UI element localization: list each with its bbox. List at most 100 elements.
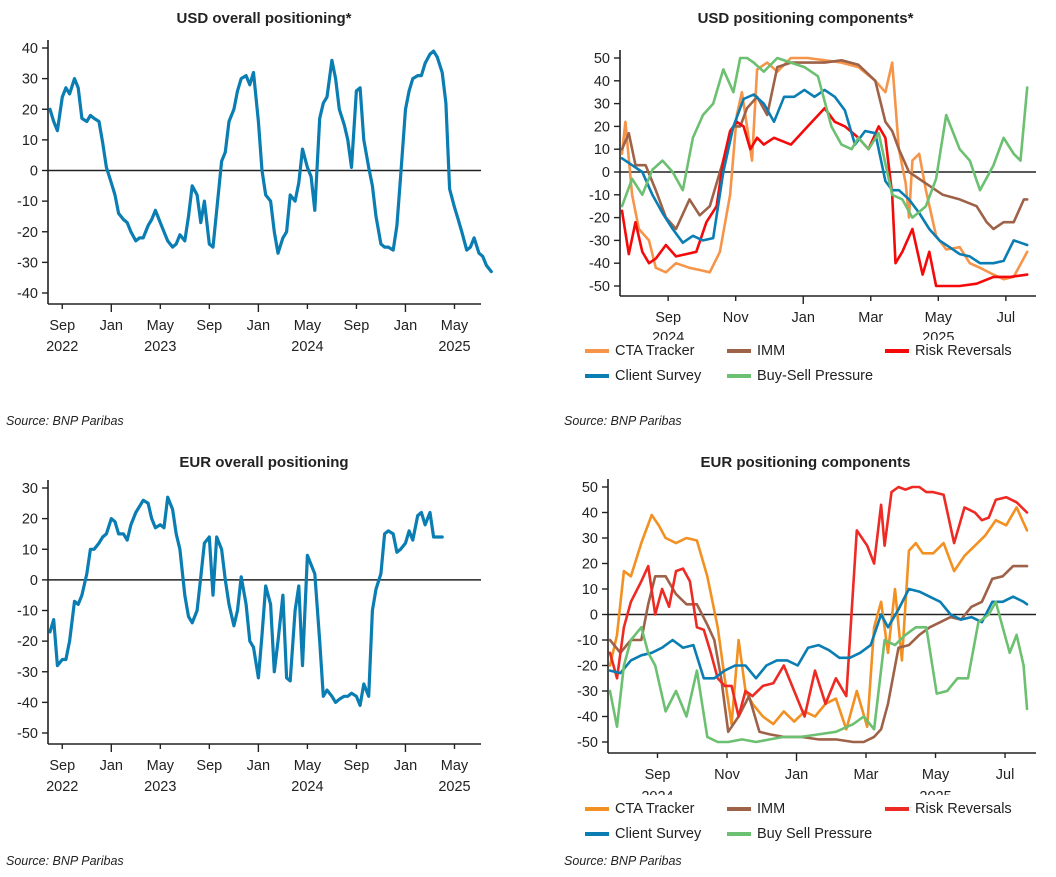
series-group [620,56,1029,288]
chart-eur-overall: -50 -40 -30 -20 -10 0 10 20 30 Sep 2022 Jan May 2023 S… [17,480,481,795]
y-tick-label: -20 [17,634,38,650]
x-tick-label: May [925,310,953,326]
x-tick-label: Sep [49,758,75,774]
series-group [608,485,1029,744]
y-tick-label: -10 [577,633,598,649]
legend-swatch [585,832,609,836]
x-tick-label: Nov [714,767,741,783]
chart-title: EUR positioning components [700,454,911,471]
x-tick-label: Jan [785,767,808,783]
x-year-label: 2024 [641,789,673,795]
x-tick-label: May [441,318,469,334]
x-tick-label: Jan [247,318,270,334]
y-tick-label: -50 [589,279,610,295]
x-tick-label: May [294,758,322,774]
legend-label: IMM [757,343,786,359]
x-tick-label: Sep [344,318,370,334]
x-tick-label: Sep [655,310,681,326]
y-tick-label: -50 [17,726,38,742]
y-tick-label: 0 [30,573,38,589]
x-year-label: 2023 [144,339,176,355]
series-line-risk-reversals [620,106,1029,288]
legend-label: IMM [757,801,786,817]
y-tick-label: 30 [22,72,38,88]
x-year-label: 2022 [46,779,78,795]
x-year-label: 2025 [438,339,470,355]
chart-usd-components: -50 -40 -30 -20 -10 0 10 20 30 40 50 Sep 2024 Nov Jan M… [589,50,1036,340]
legend-swatch [885,349,909,353]
x-tick-label: May [441,758,469,774]
y-tick-label: -10 [17,604,38,620]
y-tick-label: -20 [589,211,610,227]
source-note: Source: BNP Paribas [6,414,124,428]
chart-title: USD overall positioning* [176,10,352,27]
legend-swatch [727,807,751,811]
x-tick-label: Sep [196,758,222,774]
x-year-label: 2025 [438,779,470,795]
y-tick-label: 10 [594,142,610,158]
y-tick-label: -40 [17,695,38,711]
x-year-label: 2022 [46,339,78,355]
x-tick-label: Jul [997,310,1016,326]
legend-label: Buy Sell Pressure [757,826,873,842]
legend-item-imm: IMM [727,801,785,817]
chart-title: EUR overall positioning [179,454,349,471]
y-tick-label: 10 [22,542,38,558]
legend-swatch [727,349,751,353]
x-tick-label: May [294,318,322,334]
x-tick-label: Sep [645,767,671,783]
y-tick-label: 50 [582,480,598,496]
series-line-cta-tracker [608,506,1029,731]
y-tick-label: -30 [577,684,598,700]
series-group [48,495,444,707]
source-note: Source: BNP Paribas [564,854,682,868]
series-group [48,49,493,274]
legend-swatch [885,807,909,811]
series-line-buy-sell-pressure [608,600,1029,744]
x-year-label: 2025 [919,789,951,795]
x-tick-label: Mar [858,310,883,326]
legend-item-cta-tracker: CTA Tracker [585,343,695,359]
legend-label: Risk Reversals [915,801,1012,817]
series-line-cta-tracker [620,56,1029,281]
y-tick-label: 10 [22,133,38,149]
x-tick-label: May [922,767,950,783]
series-line-risk-reversals [608,485,1029,718]
y-tick-label: -40 [589,256,610,272]
y-tick-label: 20 [582,557,598,573]
x-tick-label: Jan [100,318,123,334]
chart-eur-components: -50 -40 -30 -20 -10 0 10 20 30 40 50 Sep 2024 Nov Jan M… [577,479,1036,795]
chart-legend: CTA Tracker IMM Risk Reversals Client Surve… [555,343,1056,393]
legend-item-buy-sell-pressure: Buy Sell Pressure [727,826,872,842]
legend-item-cta-tracker: CTA Tracker [585,801,695,817]
x-tick-label: Sep [49,318,75,334]
y-tick-label: -10 [17,194,38,210]
y-tick-label: 0 [30,164,38,180]
x-tick-label: Jul [996,767,1015,783]
y-tick-label: 40 [582,506,598,522]
x-tick-label: Nov [723,310,750,326]
x-year-label: 2025 [922,330,954,340]
x-tick-label: May [147,758,175,774]
source-note: Source: BNP Paribas [564,414,682,428]
legend-swatch [727,374,751,378]
y-tick-label: -30 [589,233,610,249]
legend-label: Client Survey [615,368,702,384]
source-note: Source: BNP Paribas [6,854,124,868]
series-line-usd-overall-positioning [48,49,493,274]
legend-item-risk-reversals: Risk Reversals [885,343,1012,359]
chart-title: USD positioning components* [697,10,914,27]
x-tick-label: Jan [394,318,417,334]
chart-usd-overall: -40 -30 -20 -10 0 10 20 30 40 Sep 2022 Jan May 2023 Se… [17,40,493,355]
y-tick-label: 50 [594,51,610,67]
y-tick-label: -40 [17,286,38,302]
panel-eur-components: EUR positioning components -50 -40 -30 -20-… [555,440,1056,877]
series-line-eur-overall-positioning [48,495,444,707]
legend-swatch [585,374,609,378]
x-year-label: 2024 [652,330,684,340]
y-tick-label: 20 [22,102,38,118]
y-tick-label: 30 [582,531,598,547]
y-tick-label: 40 [22,41,38,57]
legend-swatch [727,832,751,836]
y-tick-label: 30 [594,97,610,113]
